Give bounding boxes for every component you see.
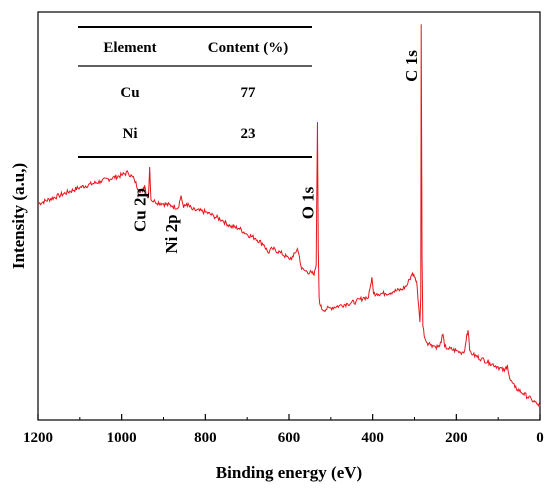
y-axis-title: Intensity (a.u,) xyxy=(9,163,28,269)
table-header-content: Content (%) xyxy=(208,40,288,56)
inset-table: Element Content (%) Cu 77 Ni 23 xyxy=(78,26,312,158)
x-tick-label-1000: 1000 xyxy=(107,430,137,446)
x-tick-label-0: 0 xyxy=(536,430,544,446)
x-axis-ticks xyxy=(37,414,541,420)
table-cell-content-cu: 77 xyxy=(241,85,257,101)
peak-labels: Cu 2p Ni 2p O 1s C 1s xyxy=(131,50,422,254)
x-tick-label-1200: 1200 xyxy=(23,430,53,446)
table-cell-element-ni: Ni xyxy=(123,126,138,142)
series-line xyxy=(37,24,541,407)
x-axis-title: Binding energy (eV) xyxy=(216,463,362,482)
x-tick-label-800: 800 xyxy=(194,430,217,446)
peak-label-o-1s: O 1s xyxy=(298,186,317,219)
peak-label-cu-2p: Cu 2p xyxy=(131,188,150,232)
x-tick-label-600: 600 xyxy=(278,430,301,446)
x-tick-label-400: 400 xyxy=(361,430,384,446)
peak-label-c-1s: C 1s xyxy=(402,50,421,82)
x-tick-label-200: 200 xyxy=(445,430,468,446)
table-cell-content-ni: 23 xyxy=(241,126,256,142)
plot-frame xyxy=(37,11,541,421)
table-header-element: Element xyxy=(103,40,156,56)
table-cell-element-cu: Cu xyxy=(120,85,139,101)
x-axis-tick-labels: 1200 1000 800 600 400 200 0 xyxy=(23,430,544,446)
peak-label-ni-2p: Ni 2p xyxy=(162,214,181,253)
